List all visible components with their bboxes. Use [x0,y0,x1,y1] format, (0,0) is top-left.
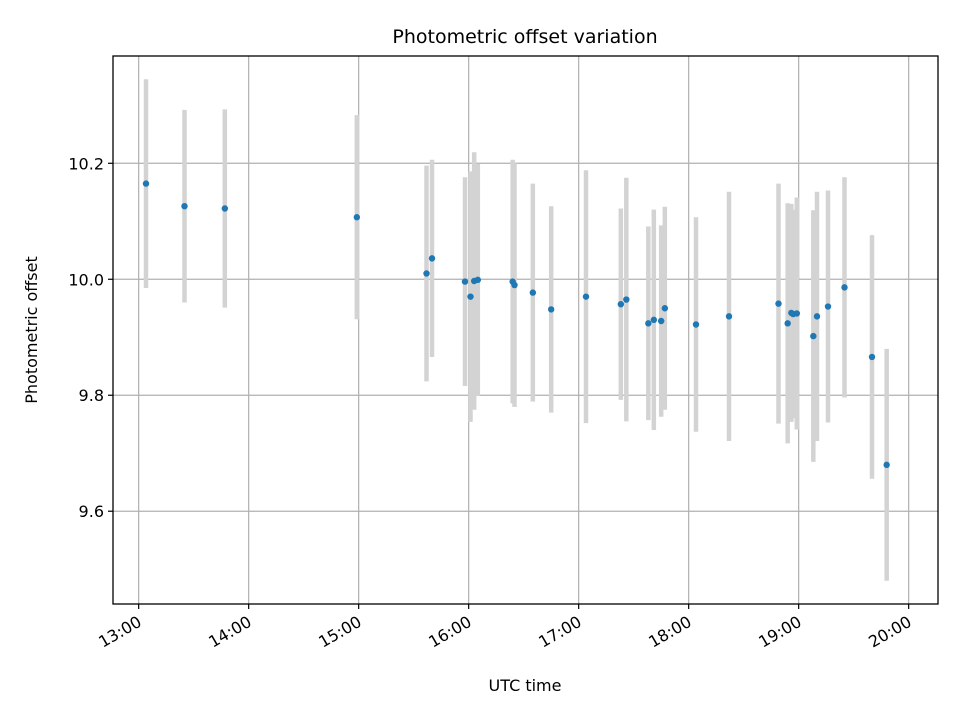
data-points [142,180,890,469]
data-point [813,313,821,320]
data-point [824,303,832,310]
y-tick-label: 9.6 [79,502,104,521]
data-point [547,306,555,313]
data-point [511,281,518,289]
data-point [657,317,665,325]
data-point [725,313,733,320]
data-point [661,305,669,312]
data-point [841,284,848,291]
plot-frame [112,55,939,605]
data-point [883,461,890,469]
data-point [868,353,876,361]
data-point [181,202,188,210]
data-point [142,180,150,187]
y-tick-label: 10.0 [68,270,104,289]
y-tick-label: 10.2 [68,154,104,173]
data-point [623,296,630,303]
data-point [784,320,791,327]
data-point [617,300,625,308]
data-point [775,300,782,307]
data-point [529,289,537,296]
data-point [467,293,474,300]
data-point [582,293,590,300]
data-point [423,270,430,277]
y-tick-label: 9.8 [79,386,104,405]
data-point [645,320,652,327]
x-axis-label: UTC time [489,676,562,695]
data-point [692,321,700,328]
chart-title: Photometric offset variation [392,26,657,48]
y-axis-label: Photometric offset [22,256,41,404]
y-axis: 9.6 9.8 10.0 10.2 [68,154,113,521]
data-point [474,276,482,284]
data-point [810,332,817,340]
data-point [353,214,361,221]
data-point [221,205,229,212]
data-point [428,255,436,262]
data-point [461,278,469,285]
data-point [650,316,658,324]
data-point [793,310,801,317]
